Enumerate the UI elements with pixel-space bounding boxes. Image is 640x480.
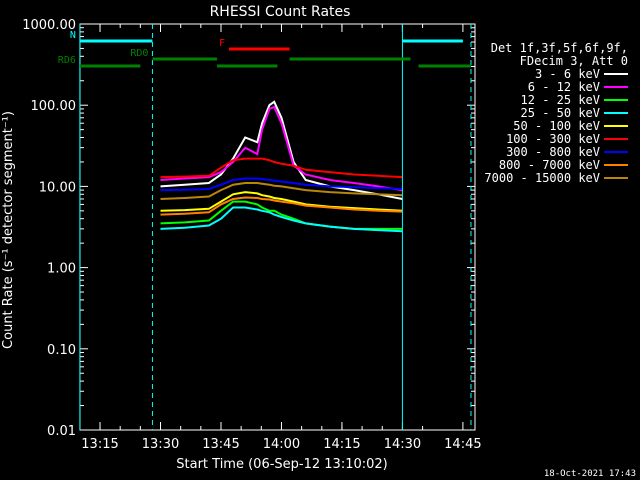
legend-entry: 300 - 800 keV xyxy=(506,145,600,159)
legend-entry: 7000 - 15000 keV xyxy=(484,171,600,185)
x-tick-label: 14:00 xyxy=(263,437,300,452)
y-tick-label: 10.00 xyxy=(39,180,76,195)
legend-entry: 800 - 7000 keV xyxy=(499,158,600,172)
legend-entry: 50 - 100 keV xyxy=(513,119,600,133)
attenuator-label: RD0 xyxy=(130,48,148,59)
footer-date: 18-Oct-2021 17:43 xyxy=(544,469,636,479)
legend-entry: 25 - 50 keV xyxy=(521,106,600,120)
x-tick-label: 13:15 xyxy=(81,437,118,452)
x-tick-label: 14:15 xyxy=(323,437,360,452)
x-tick-label: 13:30 xyxy=(142,437,179,452)
x-tick-label: 13:45 xyxy=(202,437,239,452)
legend-header: FDecim 3, Att 0 xyxy=(520,54,628,68)
y-tick-label: 0.01 xyxy=(47,424,76,439)
x-tick-label: 14:30 xyxy=(384,437,421,452)
chart-title: RHESSI Count Rates xyxy=(210,4,351,20)
legend-entry: 12 - 25 keV xyxy=(521,93,600,107)
y-tick-label: 1.00 xyxy=(47,262,76,277)
y-tick-label: 1000.00 xyxy=(22,18,76,33)
series-line xyxy=(160,105,403,192)
y-tick-label: 0.10 xyxy=(47,343,76,358)
plot-axes: 0.01 0.10 1.00 10.00 100.00 1000.00 13:15 13:30… xyxy=(22,18,481,452)
legend-entry: 100 - 300 keV xyxy=(506,132,600,146)
y-axis-label: Count Rate (s⁻¹ detector segment⁻¹) xyxy=(1,111,16,349)
x-tick-label: 14:45 xyxy=(444,437,481,452)
y-tick-label: 100.00 xyxy=(31,99,77,114)
attenuator-label: F xyxy=(219,38,225,49)
attenuator-label: N xyxy=(70,30,76,41)
attenuator-overlay: N F RD0 RD6 xyxy=(58,24,472,430)
legend-header: Det 1f,3f,5f,6f,9f, xyxy=(491,41,628,55)
series-line xyxy=(160,206,403,233)
series-line xyxy=(160,157,403,179)
attenuator-label: RD6 xyxy=(58,55,76,66)
series-line xyxy=(160,196,403,216)
series-lines xyxy=(160,100,403,233)
series-line xyxy=(160,182,403,200)
series-line xyxy=(160,177,403,192)
legend-entry: 6 - 12 keV xyxy=(528,80,600,94)
x-axis-label: Start Time (06-Sep-12 13:10:02) xyxy=(176,457,387,472)
legend-entry: 3 - 6 keV xyxy=(535,67,600,81)
legend: Det 1f,3f,5f,6f,9f,FDecim 3, Att 03 - 6 … xyxy=(484,41,628,185)
